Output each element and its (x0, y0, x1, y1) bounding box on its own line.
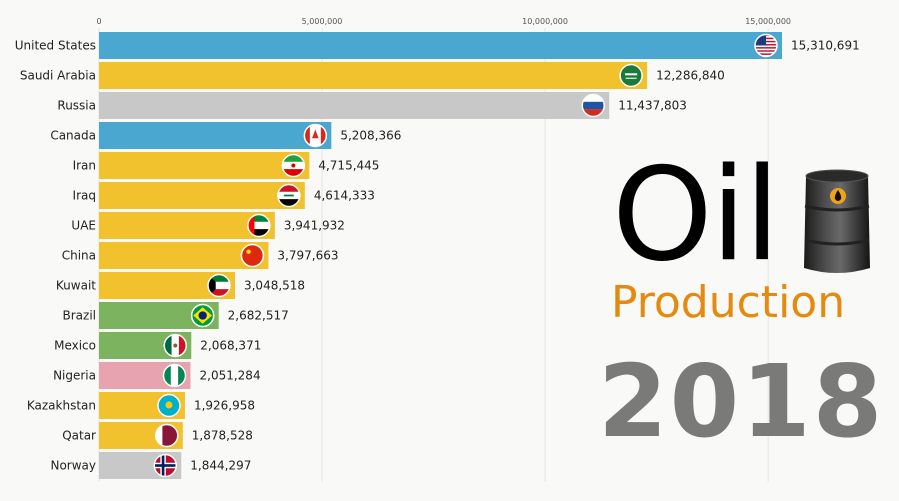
value-label: 1,878,528 (192, 429, 253, 443)
bar-row: Iraq 4,614,333 (73, 182, 375, 209)
value-label: 11,437,803 (618, 99, 687, 113)
value-label: 3,797,663 (277, 249, 338, 263)
value-label: 2,051,284 (200, 369, 261, 383)
saudi-arabia-flag-icon (619, 63, 643, 88)
bar-row: China 3,797,663 (62, 242, 338, 269)
country-label: Kazakhstan (27, 399, 96, 413)
x-tick-label: 15,000,000 (745, 17, 791, 26)
value-label: 15,310,691 (791, 39, 860, 53)
country-label: UAE (71, 219, 96, 233)
bar (99, 212, 275, 239)
bars: United States 15,310,691 Saudi Arabia 12,28… (15, 32, 860, 479)
value-label: 12,286,840 (656, 69, 725, 83)
bar (99, 182, 305, 209)
china-flag-icon (240, 243, 265, 268)
bar (99, 92, 610, 119)
russia-flag-icon (581, 93, 605, 118)
x-tick-label: 5,000,000 (302, 17, 343, 26)
norway-flag-icon (153, 453, 178, 478)
uae-flag-icon (247, 213, 271, 238)
country-label: China (62, 249, 96, 263)
bar-row: Kuwait 3,048,518 (56, 272, 305, 299)
value-label: 1,844,297 (190, 459, 251, 473)
country-label: Brazil (63, 309, 97, 323)
bar-row: Russia 11,437,803 (57, 92, 687, 119)
title-year: 2018 (598, 343, 885, 460)
country-label: Norway (50, 459, 96, 473)
iraq-flag-icon (277, 183, 301, 208)
bar-row: Nigeria 2,051,284 (53, 362, 261, 389)
kazakhstan-flag-icon (157, 393, 181, 418)
kuwait-flag-icon (207, 273, 231, 298)
bar-row: UAE 3,941,932 (71, 212, 345, 239)
bar (99, 152, 310, 179)
country-label: Russia (57, 99, 96, 113)
country-label: Kuwait (56, 279, 96, 293)
value-label: 1,926,958 (194, 399, 255, 413)
value-label: 3,941,932 (284, 219, 345, 233)
country-label: United States (15, 39, 96, 53)
bar-row: United States 15,310,691 (15, 32, 860, 59)
country-label: Canada (50, 129, 96, 143)
country-label: Mexico (54, 339, 96, 353)
bar-row: Brazil 2,682,517 (63, 302, 289, 329)
title-oil: Oil (612, 141, 780, 290)
brazil-flag-icon (190, 303, 215, 328)
x-tick-label: 0 (96, 17, 101, 26)
value-label: 2,068,371 (200, 339, 261, 353)
bar-row: Qatar 1,878,528 (62, 422, 253, 449)
bar-row: Norway 1,844,297 (50, 452, 251, 479)
mexico-flag-icon (163, 333, 188, 358)
canada-flag-icon (303, 123, 328, 148)
bar-row: Kazakhstan 1,926,958 (27, 392, 255, 419)
country-label: Iraq (73, 189, 96, 203)
united-states-flag-icon (754, 33, 778, 58)
qatar-flag-icon (155, 423, 179, 448)
bar (99, 32, 782, 59)
bar-row: Canada 5,208,366 (50, 122, 401, 149)
value-label: 3,048,518 (244, 279, 305, 293)
bar (99, 62, 648, 89)
bar (99, 122, 332, 149)
bar-row: Iran 4,715,445 (73, 152, 379, 179)
country-label: Iran (73, 159, 96, 173)
country-label: Nigeria (53, 369, 96, 383)
bar-row: Saudi Arabia 12,286,840 (20, 62, 725, 89)
value-label: 4,715,445 (318, 159, 379, 173)
x-tick-label: 10,000,000 (522, 17, 568, 26)
title-production: Production (611, 277, 846, 328)
bar (99, 242, 269, 269)
oil-barrel-icon (804, 169, 870, 273)
value-label: 5,208,366 (340, 129, 401, 143)
iran-flag-icon (281, 153, 306, 178)
bar-row: Mexico 2,068,371 (54, 332, 261, 359)
country-label: Qatar (62, 429, 96, 443)
x-axis-ticks: 0 5,000,000 10,000,000 15,000,000 (96, 17, 791, 26)
nigeria-flag-icon (162, 363, 187, 388)
value-label: 2,682,517 (228, 309, 289, 323)
value-label: 4,614,333 (314, 189, 375, 203)
country-label: Saudi Arabia (20, 69, 96, 83)
